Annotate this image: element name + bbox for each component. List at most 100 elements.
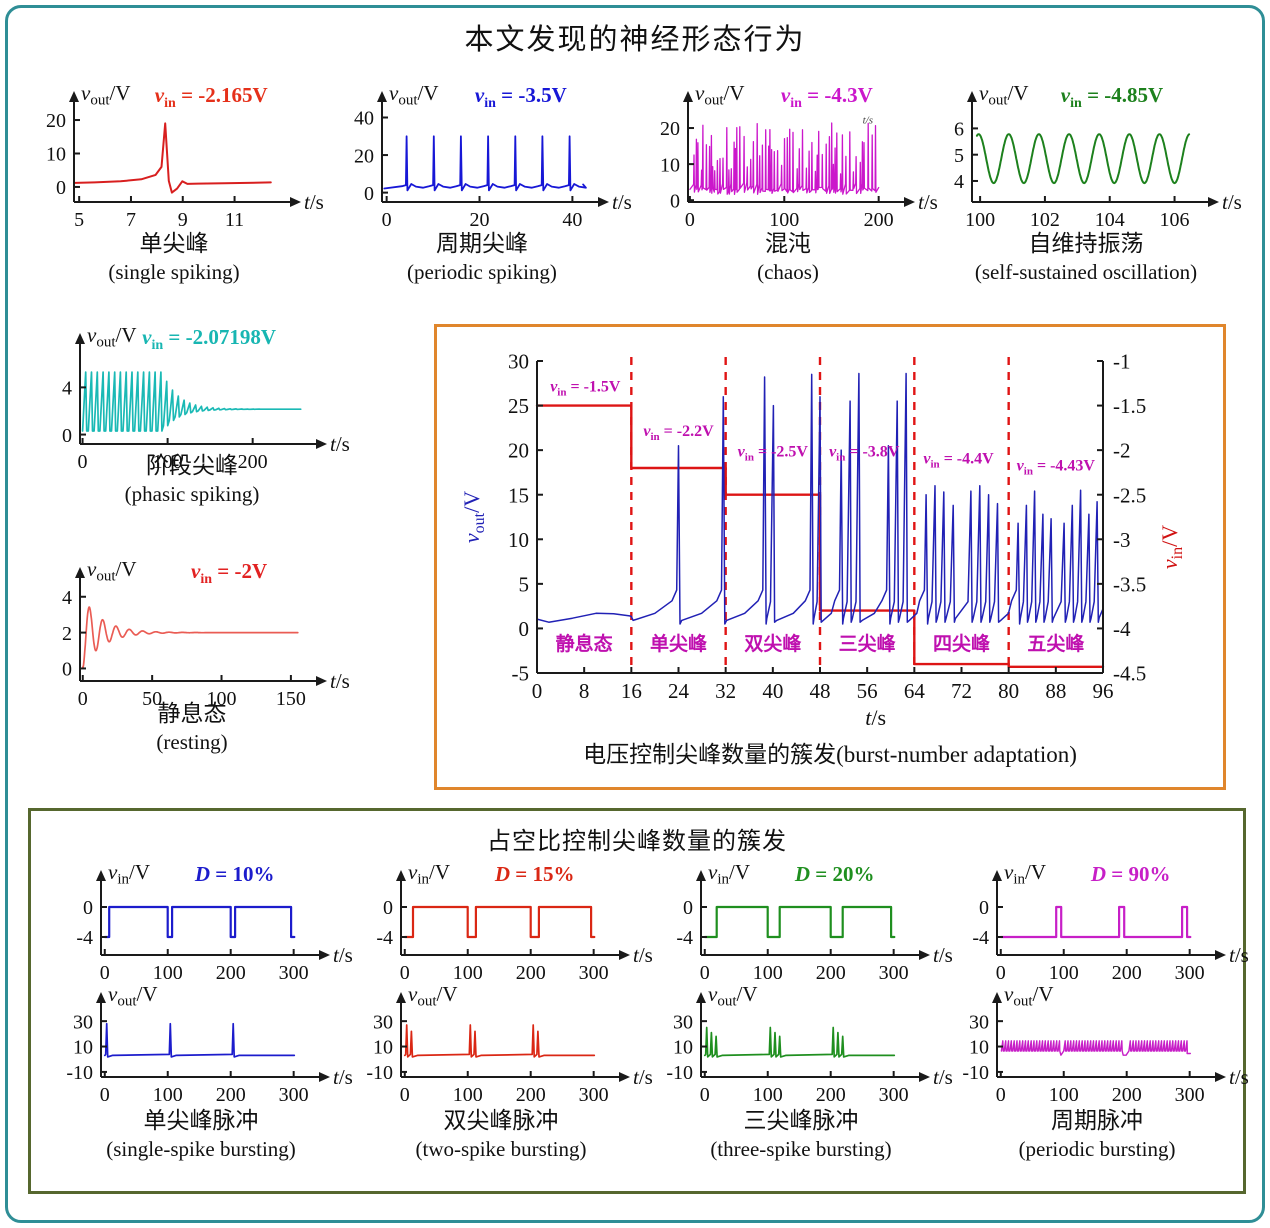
tspan: t xyxy=(1229,1065,1236,1089)
y-tick-label: -10 xyxy=(666,1062,693,1084)
tspan: D xyxy=(1090,862,1106,886)
y-tick-label: 20 xyxy=(508,439,529,463)
x-tick-label: 5 xyxy=(74,209,84,231)
x-tick-label: 100 xyxy=(453,962,483,984)
tspan: t xyxy=(633,1065,640,1089)
single-spiking-chart: 5 7 9 11 0 10 20 t/s vout/V vin = -2.165V xyxy=(28,80,324,231)
y-tick-label: 4 xyxy=(954,171,964,193)
tspan: /V xyxy=(1025,860,1046,884)
tspan: in xyxy=(745,451,754,463)
tspan: out xyxy=(96,335,116,351)
duty-vin-chart-1: 0 100 200 300 0 -4 t/s vin/V D = 10% xyxy=(55,860,353,984)
series-path-0 xyxy=(103,905,296,939)
series-path-0 xyxy=(103,1022,296,1058)
vin-value-annotation: vin = -4.3V xyxy=(781,83,873,111)
y-axis-variable-label: vin/V xyxy=(108,860,150,888)
y-tick-label: 15 xyxy=(508,483,529,507)
tspan: in xyxy=(1070,96,1082,111)
tspan: t xyxy=(918,190,925,214)
tspan: D xyxy=(794,862,810,886)
x-tick-label: 32 xyxy=(715,679,736,703)
series-path-0 xyxy=(383,135,587,192)
y-axis-arrow xyxy=(377,91,387,102)
tspan: in xyxy=(417,872,429,888)
x-tick-label: 300 xyxy=(279,962,309,984)
tspan: /V xyxy=(116,323,137,347)
y-tick-label: 10 xyxy=(508,528,529,552)
x-tick-label: 200 xyxy=(1112,962,1142,984)
y-tick-label: 10 xyxy=(969,1037,989,1059)
x-tick-label: 0 xyxy=(532,679,543,703)
tspan: v xyxy=(87,557,97,581)
tspan: /s xyxy=(310,190,324,214)
tspan: = -2.2V xyxy=(660,423,714,440)
duty-vin-1-svg: 0 100 200 300 0 -4 t/s vin/V D = 10% xyxy=(76,860,353,984)
figure-title: 本文发现的神经形态行为 xyxy=(464,24,806,56)
tspan: = -4.4V xyxy=(940,451,994,468)
tspan: out xyxy=(96,569,116,585)
tspan: /V xyxy=(729,860,750,884)
tspan: in xyxy=(790,96,802,111)
tspan: /V xyxy=(1008,81,1029,105)
y-axis-arrow xyxy=(396,870,406,881)
tspan: v xyxy=(1157,559,1182,569)
x-axis-arrow xyxy=(316,676,327,686)
y-axis-variable-label: vout/V xyxy=(87,323,137,351)
caption-en: (three-spike bursting) xyxy=(710,1136,892,1161)
x-tick-label: 0 xyxy=(78,688,88,710)
tspan: = -2.5V xyxy=(754,443,808,460)
y-tick-label: -4 xyxy=(376,927,393,949)
duty-column-1: 0 100 200 300 0 -4 t/s vin/V D = 10% 0 100 200 300-… xyxy=(55,860,353,1173)
duty-vout-chart-3: 0 100 200 300 -10 10 30 t/s vout/V xyxy=(655,982,953,1106)
tspan: t xyxy=(633,943,640,967)
tspan: v xyxy=(1061,83,1071,107)
tspan: v xyxy=(979,81,989,105)
duty-vout-3-svg: 0 100 200 300 -10 10 30 t/s vout/V xyxy=(666,982,953,1106)
y-axis-arrow xyxy=(992,870,1002,881)
x-tick-label: 0 xyxy=(700,962,710,984)
single-spiking-caption: 单尖峰 (single spiking) xyxy=(28,230,320,285)
tspan: out xyxy=(417,994,437,1010)
x-tick-label: 0 xyxy=(400,962,410,984)
y-axis-variable-label: vout/V xyxy=(108,982,158,1010)
y-tick-label: 6 xyxy=(954,119,964,141)
tspan: v xyxy=(408,982,418,1006)
x-axis-arrow xyxy=(919,1072,930,1082)
y-tick-label: 0 xyxy=(62,659,72,681)
x-axis-arrow xyxy=(598,197,609,207)
x-axis-label: t/s xyxy=(633,1065,653,1089)
series-path-0 xyxy=(403,1024,596,1058)
x-tick-label: 8 xyxy=(579,679,590,703)
vin-value-annotation: vin = -2.165V xyxy=(155,83,268,111)
tspan: /V xyxy=(116,557,137,581)
caption-en: (resting) xyxy=(156,729,228,754)
series-path-0 xyxy=(74,122,272,194)
tspan: v xyxy=(108,982,118,1006)
vin-step-annotation: vin = -2.2V xyxy=(643,423,714,443)
tspan: out xyxy=(117,994,137,1010)
y-tick-label: 10 xyxy=(46,144,66,166)
duty-column-3: 0 100 200 300 0 -4 t/s vin/V D = 20% 0 100 200 300-… xyxy=(655,860,953,1173)
duty-value-annotation: D = 90% xyxy=(1090,862,1171,886)
tspan: = 10% xyxy=(210,862,274,886)
tspan: in xyxy=(151,338,163,353)
x-tick-label: 100 xyxy=(1049,962,1079,984)
y-tick-label: 4 xyxy=(62,378,72,400)
tspan: t xyxy=(612,190,619,214)
vin-step-annotation: vin = -4.43V xyxy=(1017,458,1096,478)
tspan: v xyxy=(1004,982,1014,1006)
x-tick-label: 200 xyxy=(816,962,846,984)
x-tick-label: 100 xyxy=(769,209,799,231)
tspan: /s xyxy=(1235,943,1249,967)
vin-step-annotation: vin = -4.4V xyxy=(923,451,994,471)
y2-tick-label: -1.5 xyxy=(1113,394,1146,418)
y-axis-arrow xyxy=(69,91,79,102)
y-tick-label: 10 xyxy=(660,154,680,176)
x-axis-label: t/s xyxy=(933,943,953,967)
x-tick-label: 40 xyxy=(562,209,582,231)
y-tick-label: 0 xyxy=(979,897,989,919)
tspan: /s xyxy=(339,1065,353,1089)
y-tick-label: 0 xyxy=(519,617,530,641)
